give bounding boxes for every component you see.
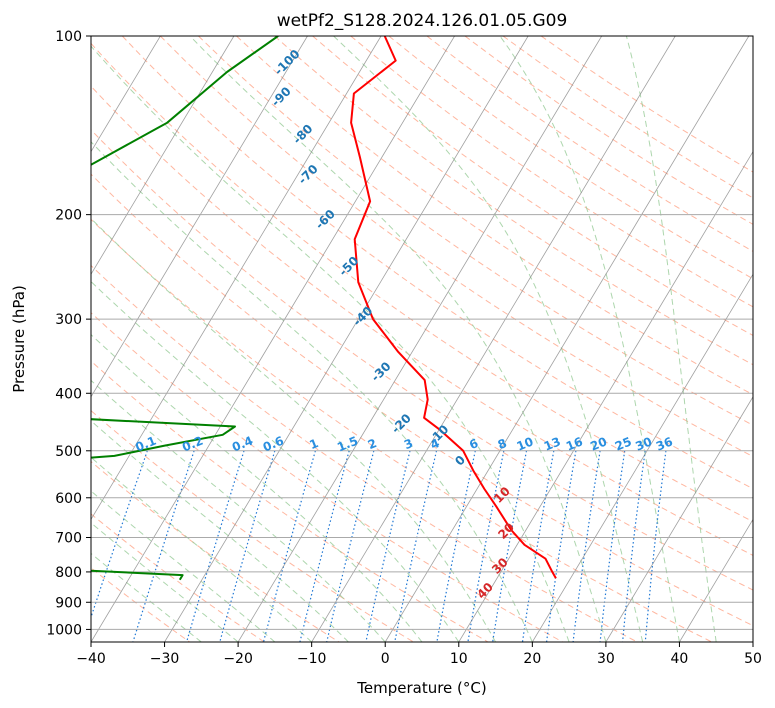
isotherm-line: [91, 36, 161, 153]
isotherm-line: [164, 36, 529, 642]
y-tick-label: 800: [55, 565, 82, 581]
mixing-ratio-line: [467, 450, 505, 642]
isotherm-line: [531, 273, 753, 642]
y-tick-label: 900: [55, 595, 82, 611]
isotherm-line: [384, 36, 750, 642]
isotherm-line: [91, 36, 455, 642]
isotherm-line: [311, 36, 676, 642]
dry-adiabat-line: [91, 312, 563, 642]
y-axis-title: Pressure (hPa): [10, 285, 28, 393]
mixing-ratio-label: 25: [613, 434, 634, 453]
moist-adiabat-line: [625, 36, 717, 642]
y-tick-label: 1000: [46, 622, 82, 638]
isotherm-line: [237, 36, 603, 642]
dry-adiabat-line: [91, 460, 340, 642]
x-tick-label: 50: [744, 651, 762, 667]
moist-adiabat-line: [91, 217, 497, 642]
mixing-ratio-line: [186, 450, 245, 642]
dry-adiabat-line: [236, 36, 753, 396]
mixing-ratio-label: 10: [515, 434, 536, 453]
y-tick-label: 300: [55, 312, 82, 328]
mixing-ratio-line: [492, 450, 528, 642]
y-tick-label: 200: [55, 208, 82, 224]
y-tick-label: 500: [55, 444, 82, 460]
dry-adiabat-line: [312, 36, 753, 337]
mixing-ratio-line: [644, 450, 667, 642]
grid-layer: [91, 36, 753, 642]
mixing-ratio-line: [394, 450, 438, 642]
x-tick-label: 40: [671, 651, 689, 667]
mixing-ratio-line: [365, 450, 411, 642]
y-tick-label: 600: [55, 491, 82, 507]
dry-adiabat-line: [91, 567, 190, 642]
mixing-ratio-label: 36: [654, 434, 675, 453]
isotherm-line: [91, 36, 382, 521]
temperature-profile-line: [350, 36, 557, 579]
dry-adiabat-line: [91, 360, 489, 642]
mixing-ratio-line: [299, 450, 350, 642]
isotherm-line: [91, 36, 308, 398]
mixing-ratio-line: [132, 450, 195, 642]
chart-title: wetPf2_S128.2024.126.01.05.G09: [277, 11, 568, 31]
mixing-ratio-line: [572, 450, 601, 642]
moist-adiabat-line: [499, 36, 680, 642]
dry-adiabat-line: [274, 36, 753, 366]
x-tick-label: −40: [76, 651, 106, 667]
mixing-ratio-line: [326, 450, 375, 642]
moist-adiabat-line: [91, 420, 349, 642]
x-tick-label: −20: [223, 651, 253, 667]
x-tick-label: 10: [450, 651, 468, 667]
x-tick-label: −10: [297, 651, 327, 667]
moist-adiabat-line: [91, 45, 570, 642]
dewpoint-profile-line: [91, 36, 279, 581]
isotherm-line: [679, 518, 753, 642]
mixing-ratio-label: 13: [542, 434, 563, 453]
dry-adiabat-line: [91, 218, 713, 642]
mixing-ratio-line: [599, 450, 626, 642]
dry-adiabat-line: [198, 36, 753, 426]
x-tick-label: −30: [150, 651, 180, 667]
mixing-ratio-line: [436, 450, 476, 642]
dry-adiabat-line: [91, 264, 638, 642]
dry-adiabat-line: [121, 36, 753, 490]
dry-adiabat-line: [350, 36, 753, 308]
x-axis-title: Temperature (°C): [356, 679, 486, 697]
plot-frame: [90, 35, 754, 643]
series-layer: [91, 36, 557, 581]
mixing-ratio-label: 16: [564, 434, 585, 453]
dry-adiabat-line: [159, 36, 753, 458]
x-tick-label: 0: [381, 651, 390, 667]
moist-adiabat-line: [91, 141, 533, 642]
moist-adiabat-line: [91, 333, 423, 642]
mixing-ratio-label: 30: [633, 434, 654, 453]
mixing-ratio-line: [219, 450, 276, 642]
mixing-ratio-label: 20: [588, 434, 609, 453]
moist-adiabat-line: [189, 36, 607, 642]
isotherm-line: [605, 396, 753, 642]
y-tick-label: 700: [55, 531, 82, 547]
y-tick-label: 100: [55, 29, 82, 45]
mixing-ratio-line: [262, 450, 316, 642]
y-tick-label: 400: [55, 386, 82, 402]
dry-adiabat-line: [91, 173, 753, 627]
x-tick-label: 20: [523, 651, 541, 667]
dry-adiabat-line: [91, 513, 265, 642]
moist-adiabat-line: [91, 280, 460, 642]
x-tick-label: 30: [597, 651, 615, 667]
isotherm-line: [458, 150, 753, 642]
isotherm-line: [91, 36, 235, 275]
moist-adiabat-line: [333, 36, 644, 642]
mixing-ratio-line: [521, 450, 555, 642]
axes: −40 −30 −20 −10 0 10 20 30 40 50 100 200 300 400 500 60…: [46, 29, 762, 667]
mixing-ratio-line: [622, 450, 646, 642]
